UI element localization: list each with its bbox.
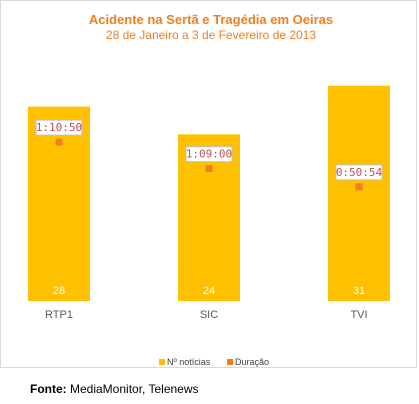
source-label: Fonte: [30,382,67,396]
bars-layer [28,85,390,302]
duration-markers-layer [55,138,363,191]
bar-value-label-sic: 24 [203,285,215,297]
labels-layer: 28 RTP1 1:10:50 24 SIC 1:09:00 31 TVI 0:50:54 [35,119,383,321]
chart-area: Acidente na Sertã e Tragédia em Oeiras 2… [28,12,390,367]
duration-label-box-rtp1 [35,119,83,136]
duration-label-sic: 1:09:00 [186,148,232,161]
legend-swatch-markers [227,359,233,365]
duration-marker-sic [205,165,213,173]
bar-rtp1 [28,106,90,301]
duration-marker-rtp1 [55,138,63,146]
chart-title: Acidente na Sertã e Tragédia em Oeiras [89,12,333,27]
duration-label-tvi: 0:50:54 [336,166,383,179]
source-note: Fonte: MediaMonitor, Telenews [30,382,199,396]
duration-label-box-tvi [335,164,383,181]
bar-value-label-rtp1: 28 [53,285,65,297]
legend-swatch-bars [159,359,165,365]
chart-frame: Acidente na Sertã e Tragédia em Oeiras 2… [0,0,417,368]
duration-label-box-sic [185,146,233,163]
source-text: MediaMonitor, Telenews [70,382,199,396]
duration-label-rtp1: 1:10:50 [36,121,82,134]
legend-label-bars: Nº notícias [167,357,211,367]
category-label-sic: SIC [200,309,218,321]
bar-tvi [328,85,390,302]
category-label-rtp1: RTP1 [45,309,73,321]
chart-subtitle: 28 de Janeiro a 3 de Fevereiro de 2013 [106,28,316,42]
bar-value-label-tvi: 31 [353,285,365,297]
duration-marker-tvi [355,183,363,191]
legend: Nº notícias Duração [159,357,269,367]
legend-label-markers: Duração [235,357,269,367]
category-label-tvi: TVI [350,309,367,321]
